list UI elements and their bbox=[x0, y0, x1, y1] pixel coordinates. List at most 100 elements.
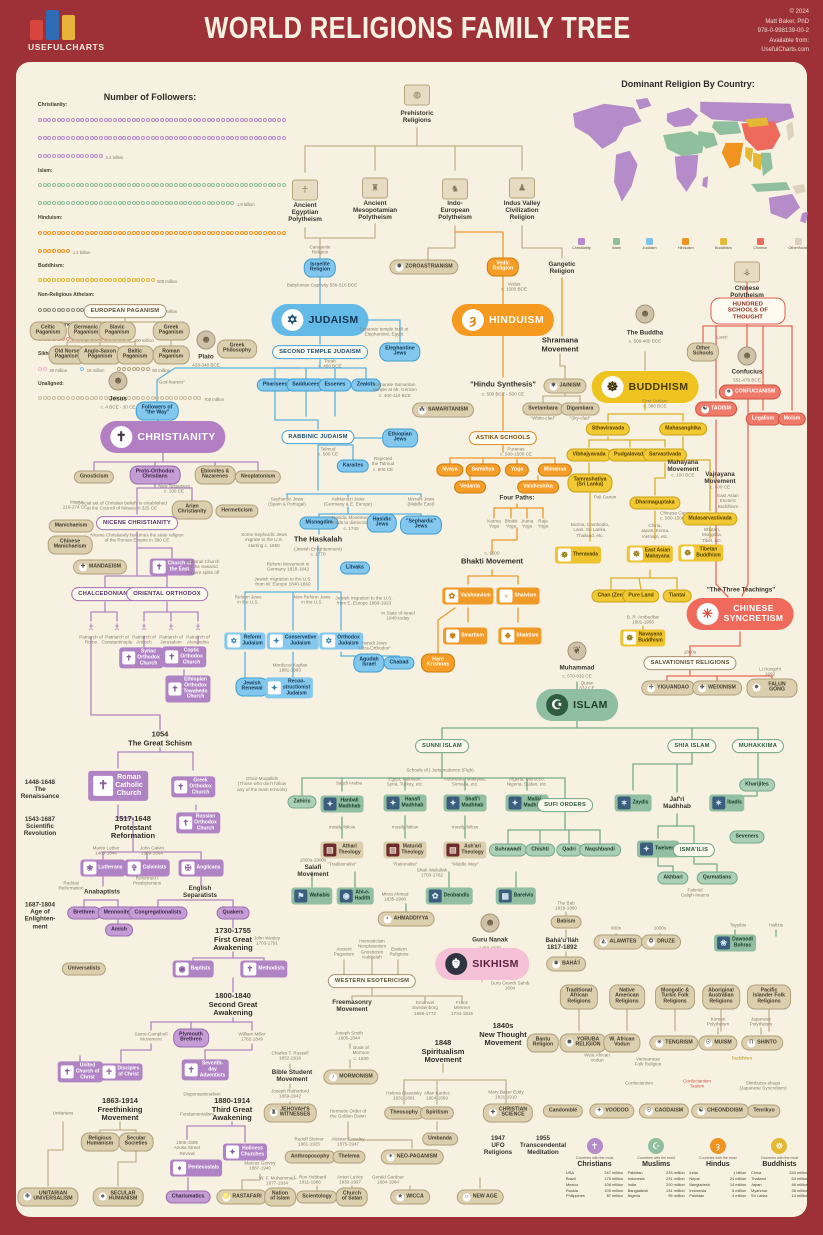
follower-dot-icon bbox=[113, 396, 117, 401]
follower-dot-icon bbox=[42, 230, 47, 235]
world-map bbox=[565, 92, 810, 232]
indus-valley-civilization-religion: Indus Valley Civilization Religion bbox=[504, 200, 540, 222]
connector-line bbox=[136, 547, 173, 559]
charles-t-russell-1852-1916: Charles T. Russell 1852-1916 bbox=[272, 1051, 309, 1062]
node-label: Nation of Islam bbox=[270, 1190, 290, 1202]
follower-dot-icon bbox=[61, 117, 66, 122]
follower-dot-icon bbox=[234, 183, 239, 188]
country-value: 108 million bbox=[604, 1181, 623, 1187]
follower-dot-icon bbox=[211, 135, 216, 140]
barelvis: ▦ Barelvis bbox=[495, 887, 537, 905]
conservative-icon: ✦ bbox=[269, 634, 283, 648]
stats-title: Hindus bbox=[705, 1161, 730, 1168]
node-label: Vedic Religion bbox=[492, 260, 514, 272]
follower-dot-icon bbox=[136, 117, 141, 122]
follower-dot-icon bbox=[89, 201, 94, 206]
burma-cambodia-laos-sri-lanka-thailand-etc: Burma, Cambodia, Laos, Sri Lanka, Thaila… bbox=[571, 522, 609, 538]
connector-line bbox=[241, 1173, 261, 1191]
follower-dot-icon bbox=[225, 117, 230, 122]
stats-row: Indonesia 5 million bbox=[689, 1188, 746, 1194]
node-label: First Schism c. 380 BCE bbox=[642, 398, 668, 409]
node-label: Thelema bbox=[338, 1153, 360, 1160]
node-label: Chishti bbox=[531, 846, 549, 853]
node-label: Tibetan Buddhism bbox=[696, 546, 721, 558]
follower-dot-icon bbox=[150, 230, 155, 235]
follower-dot-icon bbox=[281, 230, 286, 235]
english-separatists: English Separatists bbox=[183, 885, 217, 899]
china-japan-korea-vietnam-etc: China, Japan, Korea, Vietnam, etc. bbox=[641, 523, 670, 539]
connector-line bbox=[638, 577, 642, 590]
node-label: Zahiris bbox=[293, 798, 311, 805]
follower-dot-icon bbox=[220, 135, 225, 140]
tibetan-buddhism: ☸ Tibetan Buddhism bbox=[678, 544, 724, 562]
node-label: Tayyibis bbox=[729, 922, 747, 928]
vaishnavism: ✿ Vaishnavism bbox=[442, 587, 494, 605]
node-label: Patriarch of Rome bbox=[79, 634, 103, 645]
follower-dot-icon bbox=[108, 278, 113, 283]
node-label: c. 500-400 BCE bbox=[628, 338, 662, 344]
node-label: Pacific Islander Folk Religions bbox=[753, 987, 785, 1005]
stats-panel: ✝ Countries with the most Christians USA 247… bbox=[566, 1138, 808, 1199]
node-label: Radical Reformation bbox=[58, 880, 84, 891]
vibhajyavada: Vibhajyavada bbox=[566, 448, 612, 462]
follower-dot-icon bbox=[150, 183, 155, 188]
follower-dot-icon bbox=[70, 278, 75, 283]
node-label: (Jewish Enlightenment) c. 1770 bbox=[294, 546, 342, 557]
follower-dot-icon bbox=[281, 183, 286, 188]
follower-dot-icon bbox=[52, 201, 57, 206]
the-bab-1819-1850: The Bab 1819-1850 bbox=[555, 901, 577, 912]
follower-dot-icon bbox=[164, 230, 169, 235]
jewish-renewal: Jewish Renewal bbox=[235, 677, 269, 697]
new-age: ☼ NEW AGE bbox=[456, 1189, 504, 1205]
baptists: ◉ Baptists bbox=[172, 960, 214, 978]
mesopotamian-art: ♜ bbox=[362, 177, 388, 199]
reform-movement-in-germany-1818-1842: Reform Movement in Germany 1818-1842 bbox=[267, 562, 310, 573]
follower-dot-icon bbox=[108, 396, 113, 401]
unitarians: Unitarians bbox=[53, 1110, 74, 1115]
follower-dot-icon bbox=[113, 183, 117, 188]
map-legend: Christianity Islam Judaism Hinduism Buddhism… bbox=[572, 238, 808, 250]
follower-dot-icon bbox=[131, 396, 136, 401]
node-label: Chabad bbox=[389, 659, 409, 666]
muism-icon: ☉ bbox=[704, 1039, 713, 1047]
node-label: Wahabis bbox=[309, 892, 330, 899]
follower-dot-icon bbox=[164, 201, 169, 206]
node-label: DRUZE bbox=[657, 938, 675, 945]
follower-dot-icon bbox=[136, 396, 141, 401]
follower-dot-icon bbox=[248, 183, 253, 188]
followers-group-hinduism: Hinduism: 1.2 billion bbox=[38, 215, 288, 259]
node-label: Guru Granth Sahib 1604 bbox=[490, 980, 530, 991]
secular-humanism: ☻ SECULAR HUMANISM bbox=[92, 1187, 144, 1207]
follower-dot-icon bbox=[61, 135, 66, 140]
follower-dot-icon bbox=[277, 183, 282, 188]
country-value: 247 million bbox=[604, 1170, 623, 1175]
yoruba-icon: ✺ bbox=[565, 1039, 574, 1047]
node-label: Vibhajyavada bbox=[572, 451, 606, 458]
follower-dot-icon bbox=[42, 201, 47, 206]
follower-dot-icon bbox=[234, 230, 239, 235]
muhammad-calligraphy: ❦ bbox=[567, 641, 587, 661]
follower-dot-icon bbox=[52, 396, 57, 401]
follower-dot-icon bbox=[202, 135, 207, 140]
node-label: Misnagdim bbox=[305, 519, 333, 526]
node-label: Athari Theology bbox=[338, 843, 361, 855]
confucius: Confucius bbox=[732, 368, 763, 375]
node-label: Sthaviravada bbox=[591, 425, 625, 432]
follower-dot-icon bbox=[80, 135, 85, 140]
node-label: Religious Humanism bbox=[86, 1135, 114, 1147]
canterbury-cross-icon: ✠ bbox=[181, 861, 195, 875]
oriental-orthodox: ORIENTAL ORTHODOX bbox=[126, 587, 208, 601]
follower-dot-icon bbox=[164, 117, 169, 122]
indonesia-malaysia-somalia-etc: Indonesia, Malaysia, Somalia, etc. bbox=[444, 777, 486, 788]
node-label: Reform Jews in the U.S. bbox=[234, 594, 262, 605]
follower-dot-icon bbox=[272, 230, 277, 235]
node-label: Anabaptists bbox=[83, 888, 121, 896]
node-label: Anglicans bbox=[196, 864, 221, 871]
country-value: 244 million bbox=[789, 1170, 808, 1175]
hafizis: Hafizis bbox=[769, 922, 783, 927]
deity-icon: ✾ bbox=[446, 629, 460, 643]
follower-dot-icon bbox=[80, 153, 85, 158]
followers-of-the-way: Followers of "the Way" bbox=[135, 401, 179, 421]
follower-dot-icon bbox=[38, 117, 42, 122]
node-label: "Traditionalist" bbox=[327, 861, 357, 867]
